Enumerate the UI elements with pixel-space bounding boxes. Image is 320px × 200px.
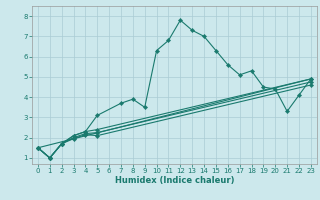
X-axis label: Humidex (Indice chaleur): Humidex (Indice chaleur) — [115, 176, 234, 185]
